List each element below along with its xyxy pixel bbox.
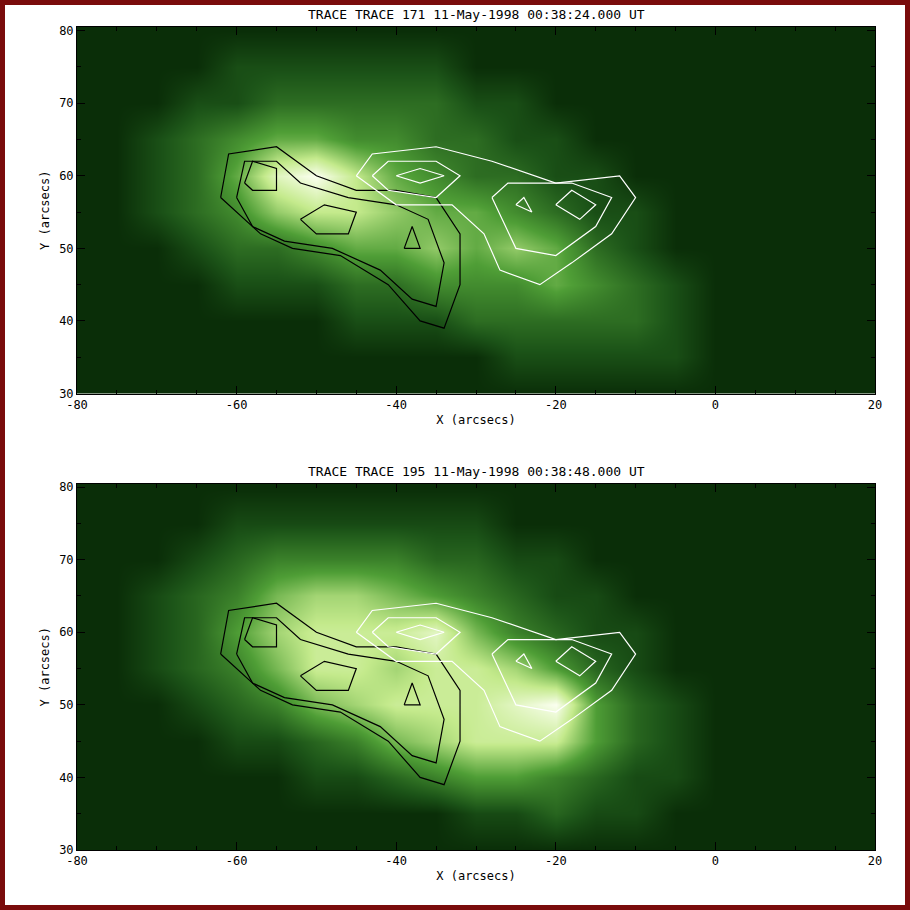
svg-text:50: 50 xyxy=(59,698,73,712)
svg-text:40: 40 xyxy=(59,771,73,785)
svg-text:X (arcsecs): X (arcsecs) xyxy=(436,869,515,883)
svg-text:-80: -80 xyxy=(66,854,88,868)
svg-text:40: 40 xyxy=(59,314,73,328)
svg-text:-20: -20 xyxy=(545,854,567,868)
svg-text:0: 0 xyxy=(712,854,719,868)
svg-text:0: 0 xyxy=(712,398,719,412)
svg-text:20: 20 xyxy=(868,854,882,868)
svg-text:30: 30 xyxy=(59,843,73,857)
svg-text:TRACE TRACE 195 11-May-1998 00: TRACE TRACE 195 11-May-1998 00:38:48.000… xyxy=(308,464,645,479)
svg-text:30: 30 xyxy=(59,387,73,401)
svg-text:80: 80 xyxy=(59,480,73,494)
svg-text:60: 60 xyxy=(59,169,73,183)
svg-text:80: 80 xyxy=(59,24,73,38)
svg-text:50: 50 xyxy=(59,242,73,256)
svg-text:-60: -60 xyxy=(226,398,248,412)
svg-text:-40: -40 xyxy=(385,854,407,868)
svg-text:X (arcsecs): X (arcsecs) xyxy=(436,413,515,427)
svg-text:-60: -60 xyxy=(226,854,248,868)
svg-text:TRACE TRACE 171 11-May-1998 00: TRACE TRACE 171 11-May-1998 00:38:24.000… xyxy=(308,7,645,22)
svg-text:-20: -20 xyxy=(545,398,567,412)
svg-text:-40: -40 xyxy=(385,398,407,412)
svg-text:70: 70 xyxy=(59,96,73,110)
svg-text:60: 60 xyxy=(59,625,73,639)
svg-text:Y (arcsecs): Y (arcsecs) xyxy=(38,171,52,250)
svg-text:-80: -80 xyxy=(66,398,88,412)
svg-text:70: 70 xyxy=(59,553,73,567)
svg-text:Y (arcsecs): Y (arcsecs) xyxy=(38,627,52,706)
svg-text:20: 20 xyxy=(868,398,882,412)
